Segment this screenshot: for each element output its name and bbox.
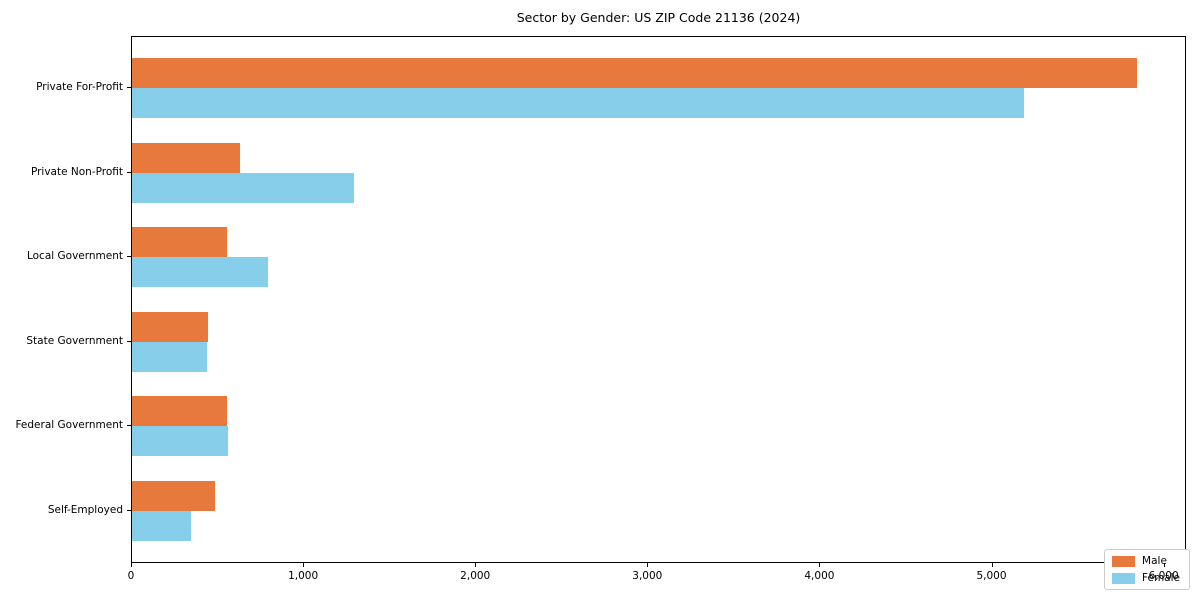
x-tick-label: 1,000 xyxy=(288,570,319,582)
chart-title: Sector by Gender: US ZIP Code 21136 (202… xyxy=(516,10,801,25)
legend-label-male: Male xyxy=(1142,555,1167,567)
x-tick-label: 3,000 xyxy=(632,570,663,582)
legend-entry-male: Male xyxy=(1112,555,1180,567)
legend-swatch-female xyxy=(1112,572,1136,584)
x-tick-mark xyxy=(991,563,993,567)
bar-female-private-non-profit xyxy=(132,172,354,203)
bar-male-private-non-profit xyxy=(132,142,240,173)
bar-male-local-government xyxy=(132,227,227,258)
x-tick-mark xyxy=(1163,563,1165,567)
bar-female-federal-government xyxy=(132,426,228,457)
legend: Male Female xyxy=(1104,549,1190,590)
bar-female-local-government xyxy=(132,257,268,288)
y-tick-label-local-government: Local Government xyxy=(26,250,123,263)
x-tick-mark xyxy=(475,563,477,567)
y-tick-mark xyxy=(127,171,131,173)
legend-entry-female: Female xyxy=(1112,572,1180,584)
x-tick-label: 0 xyxy=(127,570,135,582)
x-tick-mark xyxy=(819,563,821,567)
legend-label-female: Female xyxy=(1142,572,1180,584)
bar-male-self-employed xyxy=(132,480,215,511)
y-tick-label-private-for-profit: Private For-Profit xyxy=(36,81,123,93)
plot-area xyxy=(131,36,1186,563)
y-tick-mark xyxy=(127,87,131,88)
legend-swatch-male xyxy=(1112,555,1136,567)
y-tick-mark xyxy=(127,340,131,342)
bar-male-state-government xyxy=(132,311,208,342)
bar-male-federal-government xyxy=(132,396,227,427)
y-tick-mark xyxy=(127,256,131,258)
y-tick-mark xyxy=(127,425,131,427)
bar-male-private-for-profit xyxy=(132,58,1137,88)
y-tick-label-state-government: State Government xyxy=(26,334,123,347)
x-tick-label: 5,000 xyxy=(976,570,1007,582)
y-tick-label-private-non-profit: Private Non-Profit xyxy=(30,165,123,178)
x-tick-label: 2,000 xyxy=(460,570,491,582)
bar-female-self-employed xyxy=(132,510,191,541)
x-tick-label: 6,000 xyxy=(1148,570,1179,582)
x-tick-mark xyxy=(647,563,649,567)
y-tick-label-federal-government: Federal Government xyxy=(15,419,123,432)
x-tick-mark xyxy=(303,563,305,567)
x-tick-label: 4,000 xyxy=(804,570,835,582)
y-tick-mark xyxy=(127,509,131,511)
y-tick-label-self-employed: Self-Employed xyxy=(47,503,123,516)
x-tick-mark xyxy=(131,563,132,567)
bar-female-state-government xyxy=(132,341,207,372)
bar-female-private-for-profit xyxy=(132,88,1024,118)
